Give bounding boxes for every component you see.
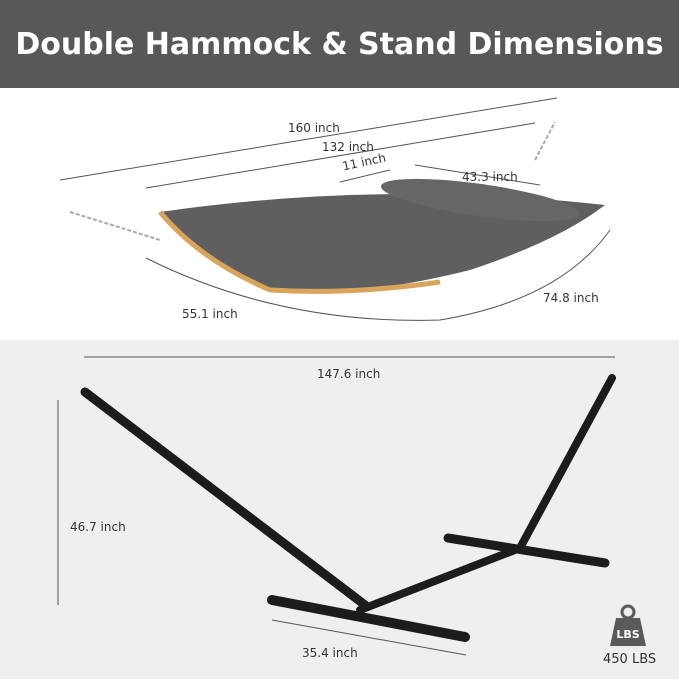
stand-section xyxy=(0,340,679,679)
chain-left xyxy=(69,211,161,241)
label-width-left: 55.1 inch xyxy=(182,307,238,321)
label-width-right: 74.8 inch xyxy=(543,291,599,305)
page-title: Double Hammock & Stand Dimensions xyxy=(0,0,679,88)
label-base-width: 35.4 inch xyxy=(302,646,358,660)
svg-text:LBS: LBS xyxy=(616,628,639,641)
label-pillow-width: 43.3 inch xyxy=(462,170,518,184)
pillow xyxy=(380,178,580,222)
label-stand-length: 147.6 inch xyxy=(317,367,381,381)
spreader-bar xyxy=(158,210,441,294)
hammock-bed xyxy=(160,194,605,293)
label-weight-capacity: 450 LBS xyxy=(603,652,657,667)
weight-icon: LBS xyxy=(610,604,646,646)
dimension-lines xyxy=(57,97,615,656)
stand-image xyxy=(80,374,616,642)
label-total-length: 160 inch xyxy=(288,121,340,135)
label-bed-length: 132 inch xyxy=(322,140,374,154)
label-stand-height: 46.7 inch xyxy=(70,520,126,534)
hammock-image xyxy=(69,121,605,294)
chain-right xyxy=(534,121,556,161)
